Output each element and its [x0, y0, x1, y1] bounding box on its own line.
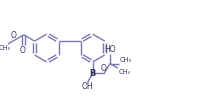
Text: B: B — [90, 69, 96, 78]
Text: HO: HO — [104, 45, 116, 54]
Text: CH₃: CH₃ — [0, 45, 11, 51]
Text: O: O — [101, 64, 107, 73]
Text: O: O — [10, 31, 16, 40]
Text: O: O — [19, 46, 25, 55]
Text: CH₃: CH₃ — [118, 69, 130, 75]
Text: OH: OH — [81, 82, 93, 91]
Text: CH₃: CH₃ — [120, 57, 132, 63]
